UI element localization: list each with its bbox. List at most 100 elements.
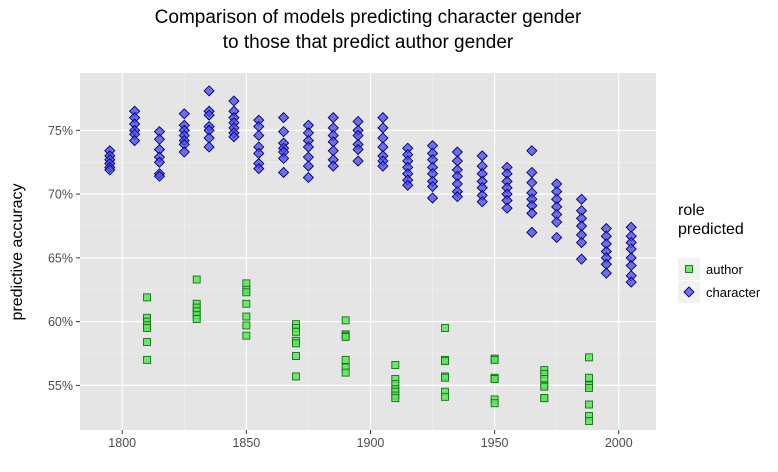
- legend-label-author: author: [706, 262, 744, 277]
- character-point: [501, 202, 513, 214]
- x-tick-label: 1950: [481, 436, 509, 450]
- chart-title-line-1: Comparison of models predicting characte…: [155, 7, 582, 28]
- author-point: [242, 321, 251, 330]
- character-point: [426, 192, 439, 204]
- author-point: [341, 368, 350, 377]
- y-tick-label: 55%: [48, 379, 73, 393]
- x-tick-label: 2000: [605, 436, 633, 450]
- legend-key-author-marker: [685, 265, 693, 273]
- character-point: [551, 231, 563, 244]
- author-point: [585, 383, 593, 392]
- chart-title-line-2: to those that predict author gender: [223, 32, 514, 53]
- character-point: [178, 146, 190, 158]
- author-point: [341, 316, 350, 325]
- character-point: [575, 236, 588, 249]
- author-point: [490, 355, 499, 364]
- character-point: [277, 111, 290, 124]
- author-point: [441, 324, 449, 332]
- x-tick-label: 1800: [108, 436, 136, 450]
- author-point: [540, 394, 549, 403]
- character-point: [277, 126, 290, 138]
- character-point: [153, 156, 166, 168]
- chart-title: Comparison of models predicting characte…: [155, 7, 582, 53]
- y-tick-label: 75%: [48, 124, 73, 138]
- author-point: [143, 338, 151, 346]
- character-point: [526, 145, 538, 157]
- character-point: [228, 131, 240, 143]
- character-point: [203, 109, 215, 121]
- author-point: [585, 353, 593, 362]
- author-point: [292, 327, 300, 336]
- character-point: [128, 134, 141, 147]
- y-tick-label: 60%: [48, 315, 73, 329]
- author-point: [391, 361, 400, 369]
- author-point: [292, 339, 300, 348]
- author-point: [441, 392, 449, 401]
- legend-key-character-marker: [683, 286, 695, 298]
- x-tick-label: 1850: [232, 436, 260, 450]
- author-point: [292, 352, 300, 360]
- author-point: [192, 315, 201, 324]
- character-point: [625, 276, 637, 288]
- x-tick-label: 1900: [357, 436, 385, 450]
- character-point: [253, 162, 265, 175]
- character-point: [203, 141, 215, 153]
- author-point: [292, 372, 300, 381]
- author-point: [441, 357, 449, 366]
- character-point: [426, 180, 439, 193]
- legend-title-line-2: predicted: [678, 221, 744, 238]
- y-tick-label: 65%: [48, 251, 73, 265]
- character-point: [600, 267, 612, 279]
- author-point: [143, 293, 151, 302]
- character-point: [203, 85, 215, 97]
- character-point: [178, 108, 190, 120]
- character-point: [476, 196, 488, 208]
- character-point: [302, 160, 315, 172]
- author-point: [143, 324, 151, 332]
- legend-title-line-1: role: [678, 202, 705, 219]
- character-point: [253, 129, 265, 142]
- character-point: [451, 191, 464, 203]
- y-tick-label: 70%: [48, 188, 73, 202]
- character-point: [575, 253, 588, 265]
- gridlines: [80, 73, 656, 430]
- author-point: [143, 355, 151, 364]
- character-point: [302, 171, 315, 184]
- author-point: [490, 375, 499, 383]
- author-point: [242, 312, 251, 321]
- legend: role predicted author character: [678, 202, 761, 303]
- author-point: [242, 288, 251, 297]
- character-point: [377, 160, 389, 172]
- plot-panel: [80, 73, 656, 430]
- author-point: [341, 355, 350, 364]
- author-point: [585, 373, 593, 382]
- author-point: [585, 400, 593, 409]
- character-point: [153, 170, 166, 182]
- character-point: [277, 166, 290, 179]
- author-point: [585, 417, 593, 426]
- author-point: [490, 399, 499, 408]
- author-point: [242, 331, 251, 340]
- character-point: [526, 207, 538, 219]
- character-point: [104, 164, 116, 176]
- author-point: [441, 373, 449, 382]
- character-point: [526, 226, 538, 239]
- author-point: [540, 382, 549, 391]
- author-point: [192, 275, 201, 284]
- author-point: [242, 299, 251, 308]
- character-point: [277, 152, 290, 165]
- legend-label-character: character: [706, 285, 761, 300]
- character-point: [352, 143, 364, 156]
- character-point: [551, 216, 563, 228]
- character-point: [327, 160, 339, 172]
- legend-keys: [683, 265, 695, 298]
- data-points: [104, 85, 637, 426]
- character-point: [575, 193, 588, 205]
- y-axis-title: predictive accuracy: [9, 184, 26, 321]
- author-point: [341, 332, 350, 341]
- character-point: [352, 155, 364, 167]
- axes: 1800 1850 1900 1950 2000 55% 60% 65% 70% 75%: [48, 124, 633, 450]
- author-point: [391, 394, 400, 403]
- character-point: [402, 179, 414, 191]
